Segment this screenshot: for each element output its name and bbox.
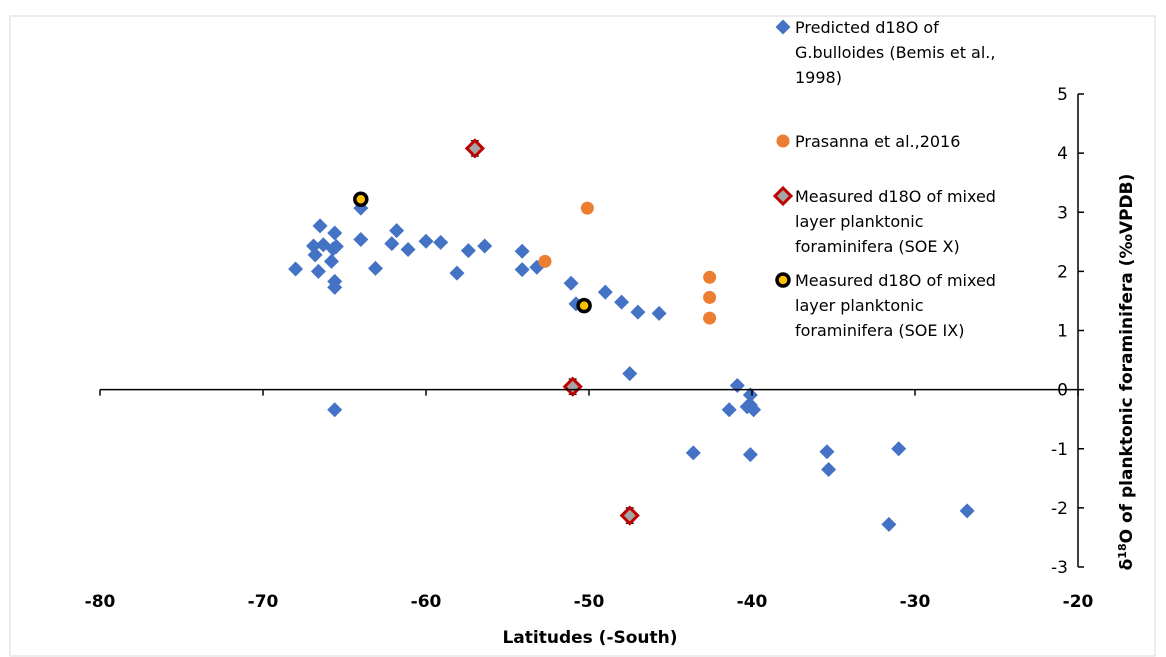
data-point [389, 223, 405, 239]
data-point [327, 225, 343, 241]
x-tick-label: -60 [411, 592, 442, 612]
data-point [288, 261, 304, 277]
data-point [418, 233, 434, 249]
y-tick-label: 2 [1057, 262, 1068, 282]
data-point [460, 243, 476, 259]
legend-label: Prasanna et al.,2016 [795, 132, 960, 151]
y-tick-label: -1 [1051, 440, 1068, 460]
y-tick-label: 3 [1057, 203, 1068, 223]
data-point [327, 279, 343, 295]
data-point [703, 270, 717, 284]
data-point [576, 297, 592, 314]
data-point [630, 304, 646, 320]
data-point [464, 138, 486, 159]
data-point [703, 311, 717, 325]
data-point [310, 263, 326, 279]
legend-label: G.bulloides (Bemis et al., [795, 43, 995, 62]
data-point [433, 234, 449, 250]
x-tick-label: -80 [85, 592, 116, 612]
data-point [742, 387, 758, 403]
legend-marker [776, 134, 790, 148]
legend-marker [775, 272, 791, 288]
x-tick-label: -20 [1063, 592, 1094, 612]
data-point [614, 294, 630, 310]
data-point [353, 231, 369, 247]
data-point [746, 402, 762, 418]
data-point [562, 376, 583, 397]
legend-label: foraminifera (SOE X) [795, 237, 960, 256]
data-point [742, 447, 758, 463]
legend-marker [772, 185, 794, 207]
data-point [721, 402, 737, 418]
data-point [563, 275, 579, 291]
plot-area [288, 138, 975, 532]
y-axis-title: δ18O of planktonic foraminifera (‰VPDB) [1116, 174, 1138, 571]
data-point [685, 445, 701, 461]
data-point [477, 238, 493, 254]
data-point [312, 218, 328, 234]
data-point [819, 444, 835, 460]
data-point [514, 243, 530, 259]
legend-label: Measured d18O of mixed [795, 271, 996, 290]
data-point [619, 505, 640, 526]
data-point [881, 516, 897, 532]
data-point [367, 260, 383, 276]
data-point [327, 402, 343, 418]
legend-label: foraminifera (SOE IX) [795, 321, 964, 340]
x-tick-label: -30 [900, 592, 931, 612]
data-point [449, 265, 465, 281]
y-tick-label: 4 [1057, 144, 1068, 164]
data-point [353, 191, 369, 207]
data-point [580, 201, 594, 215]
legend-label: layer planktonic [795, 296, 923, 315]
data-point [597, 284, 613, 300]
data-point [651, 305, 667, 321]
data-point [538, 254, 552, 268]
legend-label: Predicted d18O of [795, 18, 939, 37]
axes: -80 -70 -60 -50 -40 -30 -20 -3 -2 -1 0 1 2 3 4 5 [85, 85, 1094, 612]
data-point [959, 503, 975, 519]
legend-label: layer planktonic [795, 212, 923, 231]
data-point [400, 241, 416, 257]
y-tick-label: 1 [1057, 322, 1068, 342]
x-tick-label: -50 [574, 592, 605, 612]
data-point [703, 290, 717, 304]
data-point [307, 247, 323, 263]
y-tick-label: 0 [1057, 381, 1068, 401]
x-tick-label: -40 [737, 592, 768, 612]
data-point [384, 236, 400, 252]
chart-border [9, 15, 1156, 657]
y-tick-label: -3 [1051, 558, 1068, 578]
legend-marker [775, 19, 791, 35]
legend: Predicted d18O of G.bulloides (Bemis et a… [772, 18, 996, 340]
data-point [514, 262, 530, 278]
legend-label: 1998) [795, 68, 842, 87]
data-point [323, 253, 339, 269]
y-tick-label: -2 [1051, 499, 1068, 519]
x-axis-title: Latitudes (-South) [502, 628, 677, 648]
legend-label: Measured d18O of mixed [795, 187, 996, 206]
x-tick-label: -70 [248, 592, 279, 612]
data-point [821, 461, 837, 477]
data-point [891, 441, 907, 457]
y-tick-label: 5 [1057, 85, 1068, 105]
data-point [622, 366, 638, 382]
data-point [328, 239, 344, 255]
